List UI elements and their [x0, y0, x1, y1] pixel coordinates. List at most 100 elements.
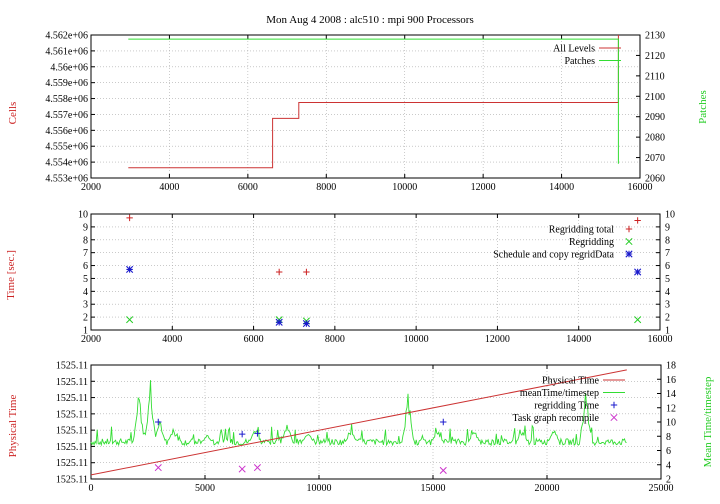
mean-time-line [90, 380, 627, 447]
y-tick-label: 4.559e+06 [45, 78, 88, 89]
y-tick-label: 7 [83, 248, 88, 259]
all-levels-line [128, 35, 619, 169]
y2-tick-label: 1 [665, 326, 670, 337]
x-tick-label: 10000 [404, 334, 429, 345]
y-tick-label: 1525.11 [56, 458, 88, 469]
y-tick-label: 1525.11 [56, 426, 88, 437]
regridding-point [634, 316, 642, 324]
cells-axis-label: Cells [7, 102, 19, 125]
y-tick-label: 4.554e+06 [45, 158, 88, 169]
y2-tick-label: 4 [666, 460, 671, 471]
regridding-time-point [440, 418, 447, 426]
y-tick-label: 4 [83, 287, 88, 298]
y2-tick-label: 2100 [645, 92, 665, 103]
y-tick-label: 1525.11 [56, 475, 88, 486]
y2-tick-label: 3 [665, 300, 670, 311]
legend-marker [625, 225, 633, 233]
x-tick-label: 10000 [392, 182, 417, 193]
y2-tick-label: 7 [665, 248, 670, 259]
mean-time-axis-label: Mean Time/timestep [702, 376, 714, 467]
x-tick-label: 4000 [159, 182, 179, 193]
y-tick-label: 4.555e+06 [45, 142, 88, 153]
legend-label: Physical Time [542, 376, 600, 387]
y2-tick-label: 6 [665, 261, 670, 272]
regridding-point [126, 316, 134, 324]
legend-marker [610, 413, 618, 422]
y-tick-label: 4.558e+06 [45, 94, 88, 105]
x-tick-label: 20000 [535, 483, 560, 494]
y2-tick-label: 2110 [645, 71, 665, 82]
schedule-copy-point [275, 318, 283, 326]
y-tick-label: 1525.11 [56, 409, 88, 420]
y2-tick-label: 8 [666, 432, 671, 443]
plot-frame [90, 34, 641, 179]
chart-title: Mon Aug 4 2008 : alc510 : mpi 900 Proces… [266, 14, 473, 26]
y-tick-label: 1 [83, 326, 88, 337]
y2-tick-label: 2 [665, 313, 670, 324]
regridding-total-point [303, 268, 310, 276]
regridding-time-point [155, 418, 162, 426]
y2-tick-label: 14 [666, 389, 676, 400]
y2-tick-label: 2060 [645, 174, 665, 185]
legend-marker [625, 237, 633, 246]
task-graph-point [238, 465, 246, 473]
y2-tick-label: 2 [666, 475, 671, 486]
regridding-total-point [275, 268, 283, 276]
schedule-copy-point [302, 319, 310, 328]
y-tick-label: 8 [83, 235, 88, 246]
y-tick-label: 1525.11 [56, 377, 88, 388]
time-axis-label: Time [sec.] [5, 250, 17, 300]
task-graph-point [253, 464, 261, 472]
y-tick-label: 3 [83, 300, 88, 311]
legend-label: Patches [564, 56, 595, 67]
y2-tick-label: 2080 [645, 133, 665, 144]
y2-tick-label: 16 [666, 375, 676, 386]
x-tick-label: 14000 [566, 334, 591, 345]
y2-tick-label: 10 [665, 210, 675, 221]
regridding-time-point [238, 430, 246, 438]
legend-label: Task graph recompile [513, 413, 600, 424]
physical-time-panel: 0 5000 10000 15000 20000 25000 1525.11 1525.11 1… [56, 361, 676, 495]
y2-tick-label: 2070 [645, 153, 665, 164]
x-tick-label: 16000 [628, 182, 653, 193]
legend-marker [625, 250, 633, 258]
y-tick-label: 2 [83, 313, 88, 324]
legend-label: Regridding [569, 237, 614, 248]
y2-tick-label: 5 [665, 274, 670, 285]
x-tick-label: 16000 [648, 334, 673, 345]
schedule-copy-point [634, 268, 642, 276]
legend-label: meanTime/timestep [520, 388, 599, 399]
x-tick-label: 2000 [81, 182, 101, 193]
regrid-time-panel: 2000 4000 6000 8000 10000 12000 14000 160001234… [78, 210, 675, 346]
x-tick-label: 5000 [195, 483, 215, 494]
y-tick-label: 4.557e+06 [45, 110, 88, 121]
y-tick-label: 6 [83, 261, 88, 272]
y-tick-label: 10 [78, 210, 88, 221]
y-tick-label: 1525.11 [56, 393, 88, 404]
x-tick-label: 14000 [549, 182, 574, 193]
y2-tick-label: 9 [665, 222, 670, 233]
y2-tick-label: 6 [666, 446, 671, 457]
x-tick-label: 0 [89, 483, 94, 494]
y2-tick-label: 18 [666, 361, 676, 372]
task-graph-point [439, 466, 447, 475]
x-tick-label: 12000 [471, 182, 496, 193]
patches-line [128, 38, 619, 164]
y2-tick-label: 2090 [645, 112, 665, 123]
y2-tick-label: 4 [665, 287, 670, 298]
x-tick-label: 25000 [649, 483, 674, 494]
cells-patches-panel: 2000 4000 6000 8000 10000 12000 14000 16000 4.55… [45, 31, 665, 194]
legend-label: regridding Time [534, 401, 599, 412]
physical-time-axis-label: Physical Time [7, 395, 19, 458]
y2-tick-label: 12 [666, 403, 676, 414]
y2-tick-label: 2130 [645, 31, 665, 42]
y-tick-label: 4.561e+06 [45, 46, 88, 57]
x-tick-label: 10000 [307, 483, 332, 494]
task-graph-point [154, 464, 162, 472]
schedule-copy-point [126, 265, 134, 274]
legend-label: Schedule and copy regridData [493, 250, 614, 261]
x-tick-label: 8000 [316, 182, 336, 193]
x-tick-label: 8000 [325, 334, 345, 345]
physical-time-line [90, 369, 627, 476]
